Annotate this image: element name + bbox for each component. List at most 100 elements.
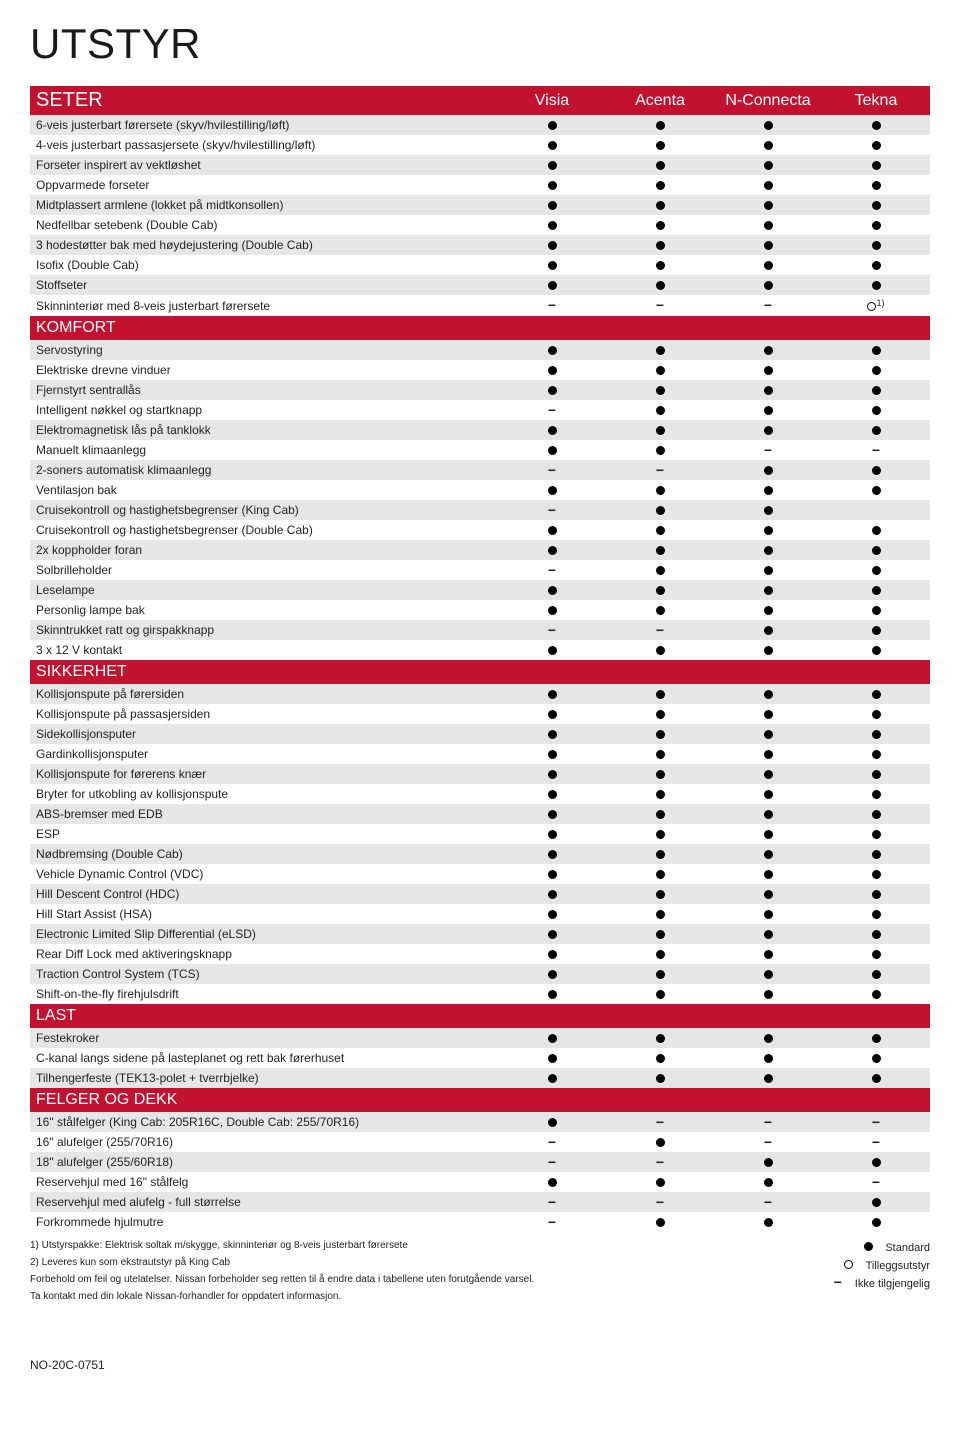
feature-cell: [606, 235, 714, 255]
feature-cell: [822, 380, 930, 400]
feature-label: Reservehjul med alufelg - full størrelse: [30, 1192, 498, 1212]
feature-cell: [606, 115, 714, 135]
dot-icon: [764, 406, 773, 415]
feature-cell: [606, 600, 714, 620]
feature-cell: [714, 640, 822, 660]
feature-cell: [606, 520, 714, 540]
dot-icon: [548, 1178, 557, 1187]
dot-icon: [656, 1034, 665, 1043]
feature-cell: [714, 400, 822, 420]
table-row: Skinntrukket ratt og girspakknapp−−: [30, 620, 930, 640]
dot-icon: [656, 1138, 665, 1147]
feature-cell: [498, 215, 606, 235]
feature-label: 16" alufelger (255/70R16): [30, 1132, 498, 1152]
feature-label: 18" alufelger (255/60R18): [30, 1152, 498, 1172]
dash-icon: −: [764, 1198, 772, 1207]
feature-cell: −: [822, 1172, 930, 1192]
table-row: Vehicle Dynamic Control (VDC): [30, 864, 930, 884]
dash-icon: −: [656, 1198, 664, 1207]
feature-cell: [822, 1152, 930, 1172]
dash-icon: −: [548, 1198, 556, 1207]
doc-code: NO-20C-0751: [30, 1358, 930, 1372]
dot-icon: [548, 546, 557, 555]
feature-cell: [498, 600, 606, 620]
feature-cell: [606, 155, 714, 175]
dot-icon: [764, 201, 773, 210]
table-row: Cruisekontroll og hastighetsbegrenser (D…: [30, 520, 930, 540]
feature-cell: [714, 744, 822, 764]
feature-cell: −: [498, 620, 606, 640]
feature-cell: [822, 520, 930, 540]
legend: Standard Tilleggsutstyr −Ikke tilgjengel…: [831, 1240, 930, 1293]
feature-cell: −: [822, 1112, 930, 1132]
dot-icon: [872, 910, 881, 919]
dot-icon: [764, 1218, 773, 1227]
dot-icon: [548, 830, 557, 839]
table-row: ESP: [30, 824, 930, 844]
dot-icon: [548, 141, 557, 150]
feature-cell: [606, 964, 714, 984]
dot-icon: [764, 930, 773, 939]
feature-cell: [714, 804, 822, 824]
dot-icon: [548, 606, 557, 615]
column-header: Visia: [498, 86, 606, 115]
feature-label: Cruisekontroll og hastighetsbegrenser (K…: [30, 500, 498, 520]
dot-icon: [872, 366, 881, 375]
feature-cell: [606, 904, 714, 924]
feature-cell: [498, 480, 606, 500]
feature-label: Bryter for utkobling av kollisjonspute: [30, 784, 498, 804]
dot-icon: [872, 750, 881, 759]
feature-cell: −: [498, 400, 606, 420]
feature-cell: [822, 480, 930, 500]
feature-cell: −: [606, 460, 714, 480]
feature-cell: [498, 844, 606, 864]
dot-icon: [872, 606, 881, 615]
feature-cell: [498, 964, 606, 984]
dot-icon: [872, 386, 881, 395]
dot-icon: [548, 426, 557, 435]
feature-cell: [822, 684, 930, 704]
table-row: Nødbremsing (Double Cab): [30, 844, 930, 864]
dot-icon: [872, 486, 881, 495]
dash-icon: −: [764, 1118, 772, 1127]
feature-label: 3 hodestøtter bak med høydejustering (Do…: [30, 235, 498, 255]
dot-icon: [872, 970, 881, 979]
dot-icon: [656, 990, 665, 999]
dash-icon: −: [548, 466, 556, 475]
feature-cell: [606, 440, 714, 460]
dot-icon: [872, 261, 881, 270]
feature-cell: [822, 360, 930, 380]
feature-label: Nødbremsing (Double Cab): [30, 844, 498, 864]
dot-icon: [872, 646, 881, 655]
dot-icon: [656, 890, 665, 899]
dot-icon: [764, 646, 773, 655]
dot-icon: [656, 1054, 665, 1063]
feature-cell: [822, 215, 930, 235]
dot-icon: [548, 526, 557, 535]
dot-icon: [656, 950, 665, 959]
dot-icon: [872, 770, 881, 779]
dot-icon: [872, 850, 881, 859]
feature-cell: [822, 924, 930, 944]
feature-cell: [822, 275, 930, 295]
feature-cell: [606, 420, 714, 440]
feature-cell: [498, 440, 606, 460]
feature-cell: [606, 704, 714, 724]
feature-cell: [714, 560, 822, 580]
dot-icon: [656, 161, 665, 170]
feature-label: Kollisjonspute for førerens knær: [30, 764, 498, 784]
feature-label: Elektriske drevne vinduer: [30, 360, 498, 380]
dot-icon: [764, 810, 773, 819]
dot-icon: [656, 406, 665, 415]
feature-cell: −: [606, 1112, 714, 1132]
feature-cell: [822, 460, 930, 480]
table-row: Gardinkollisjonsputer: [30, 744, 930, 764]
dot-icon: [548, 486, 557, 495]
dot-icon: [872, 790, 881, 799]
dot-icon: [864, 1242, 873, 1251]
feature-label: Isofix (Double Cab): [30, 255, 498, 275]
dot-icon: [656, 526, 665, 535]
feature-cell: [498, 1048, 606, 1068]
feature-cell: [822, 704, 930, 724]
feature-cell: [822, 600, 930, 620]
